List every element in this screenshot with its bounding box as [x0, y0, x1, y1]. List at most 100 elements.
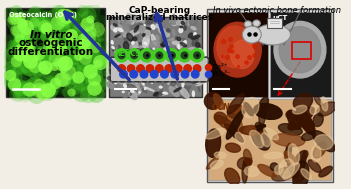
Point	[92, 81, 98, 84]
Ellipse shape	[112, 46, 114, 49]
Point	[54, 77, 60, 80]
Point	[10, 17, 15, 20]
Ellipse shape	[314, 135, 333, 150]
Point	[83, 62, 89, 65]
Ellipse shape	[167, 29, 170, 32]
Ellipse shape	[177, 67, 181, 71]
Ellipse shape	[206, 156, 219, 169]
Ellipse shape	[176, 39, 184, 49]
Ellipse shape	[174, 57, 179, 64]
Ellipse shape	[127, 49, 138, 55]
Point	[32, 81, 37, 84]
Ellipse shape	[154, 53, 162, 57]
Ellipse shape	[196, 43, 200, 47]
Point	[75, 31, 81, 34]
Circle shape	[127, 65, 135, 72]
Ellipse shape	[144, 25, 145, 26]
Text: PO₄³⁻: PO₄³⁻	[212, 71, 231, 77]
Point	[14, 84, 19, 88]
Point	[27, 84, 33, 88]
Point	[13, 60, 19, 63]
Ellipse shape	[167, 65, 175, 67]
Ellipse shape	[147, 43, 151, 53]
Point	[30, 33, 36, 36]
Ellipse shape	[184, 57, 193, 64]
Point	[52, 25, 57, 28]
Ellipse shape	[143, 34, 145, 36]
Ellipse shape	[146, 55, 150, 59]
Ellipse shape	[156, 24, 159, 28]
Ellipse shape	[163, 48, 169, 57]
Ellipse shape	[111, 74, 115, 83]
Ellipse shape	[224, 124, 244, 142]
Ellipse shape	[311, 146, 321, 162]
Point	[7, 48, 12, 51]
Ellipse shape	[165, 52, 172, 60]
Ellipse shape	[144, 30, 146, 33]
Point	[7, 12, 13, 15]
Point	[19, 88, 25, 91]
Ellipse shape	[131, 84, 134, 90]
Point	[19, 27, 25, 30]
FancyBboxPatch shape	[110, 17, 202, 97]
Ellipse shape	[127, 13, 134, 24]
Point	[36, 54, 42, 57]
Ellipse shape	[193, 33, 196, 35]
Point	[37, 53, 42, 56]
Point	[61, 26, 66, 29]
Ellipse shape	[251, 127, 270, 150]
Point	[32, 63, 37, 66]
Point	[14, 21, 19, 24]
Ellipse shape	[140, 19, 148, 23]
Point	[26, 86, 32, 89]
Ellipse shape	[128, 42, 130, 44]
Point	[71, 15, 77, 19]
Point	[75, 79, 81, 82]
Ellipse shape	[172, 20, 178, 26]
Point	[30, 27, 35, 30]
Point	[6, 79, 12, 82]
Point	[236, 65, 241, 68]
Ellipse shape	[118, 28, 123, 32]
Ellipse shape	[124, 84, 126, 88]
Ellipse shape	[162, 40, 168, 45]
Ellipse shape	[199, 45, 201, 50]
Point	[16, 62, 21, 65]
Ellipse shape	[279, 27, 321, 73]
Point	[8, 65, 13, 68]
Point	[24, 89, 29, 92]
Ellipse shape	[172, 42, 180, 45]
Point	[91, 68, 97, 71]
Point	[31, 55, 37, 58]
Ellipse shape	[164, 67, 169, 73]
Ellipse shape	[180, 63, 184, 73]
Point	[27, 67, 33, 70]
Point	[40, 29, 46, 32]
Point	[25, 49, 31, 52]
Point	[27, 26, 32, 29]
Ellipse shape	[152, 74, 158, 80]
Ellipse shape	[182, 82, 184, 87]
Point	[38, 53, 44, 56]
Ellipse shape	[127, 69, 132, 72]
Ellipse shape	[177, 21, 181, 26]
Ellipse shape	[115, 55, 121, 67]
Point	[84, 38, 90, 41]
Ellipse shape	[124, 70, 133, 78]
Point	[51, 62, 57, 65]
Point	[68, 46, 74, 50]
Ellipse shape	[148, 55, 150, 57]
Point	[30, 45, 35, 48]
Point	[66, 41, 72, 44]
Point	[82, 27, 88, 30]
Point	[58, 61, 63, 64]
Point	[157, 54, 162, 57]
Text: In vitro: In vitro	[30, 30, 72, 40]
Point	[40, 64, 45, 67]
Point	[15, 67, 20, 70]
Point	[62, 57, 67, 60]
Ellipse shape	[109, 80, 113, 84]
Point	[194, 54, 200, 57]
Point	[42, 23, 48, 26]
Point	[39, 23, 45, 26]
